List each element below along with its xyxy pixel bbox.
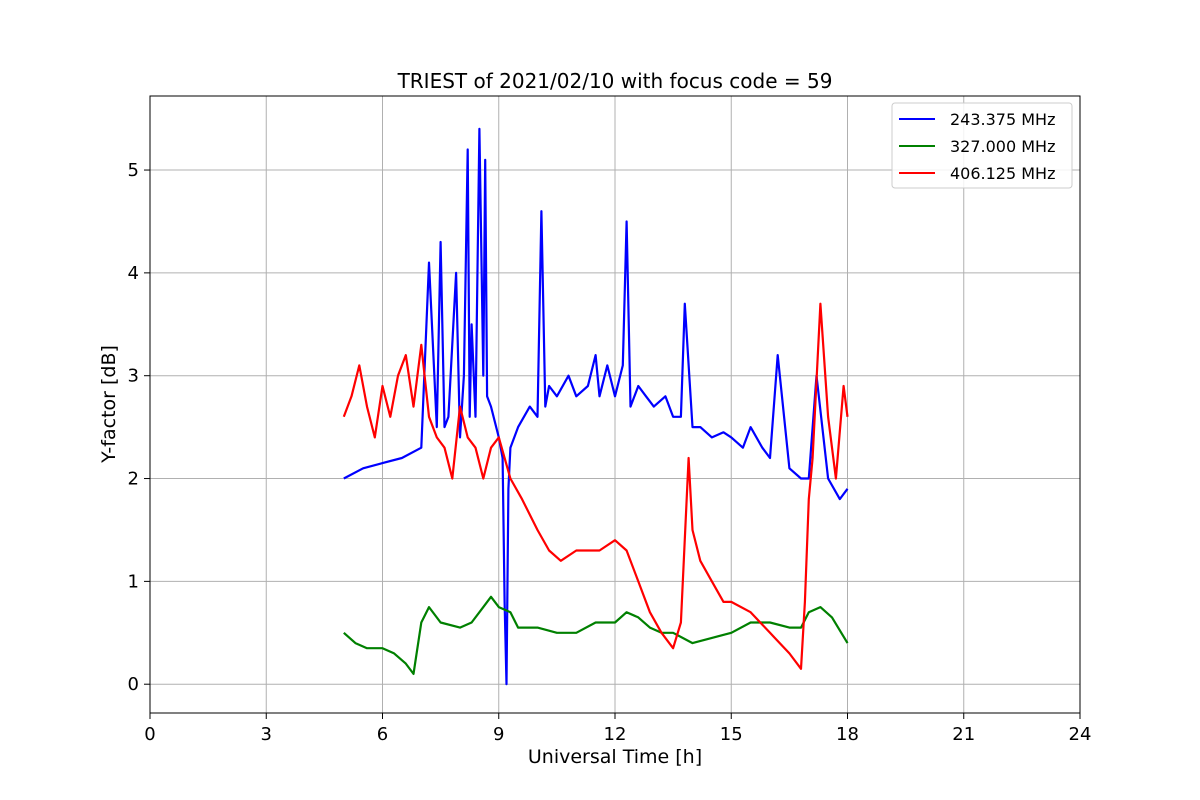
legend-label-2: 406.125 MHz	[950, 164, 1055, 183]
y-tick-label: 3	[128, 366, 139, 387]
legend-box	[891, 102, 1073, 189]
y-axis-label: Y-factor [dB]	[98, 345, 120, 464]
series-line-1	[343, 595, 849, 676]
y-tick-label: 5	[128, 160, 139, 181]
y-tick-label: 0	[128, 674, 139, 695]
x-tick-label: 3	[261, 724, 272, 745]
legend-label-1: 327.000 MHz	[950, 137, 1055, 156]
y-tick-label: 2	[128, 469, 139, 490]
x-axis-label: Universal Time [h]	[528, 746, 702, 768]
x-tick-label: 0	[144, 724, 155, 745]
x-tick-label: 9	[493, 724, 504, 745]
x-tick-label: 21	[952, 724, 975, 745]
series-line-2	[342, 302, 849, 670]
x-tick-label: 15	[720, 724, 743, 745]
y-tick-label: 1	[128, 571, 139, 592]
x-tick-label: 6	[377, 724, 388, 745]
series-line-0	[343, 127, 849, 686]
chart-title: TRIEST of 2021/02/10 with focus code = 5…	[397, 69, 833, 93]
y-tick-label: 4	[128, 263, 139, 284]
legend: 243.375 MHz 327.000 MHz 406.125 MHz	[891, 102, 1073, 189]
legend-label-0: 243.375 MHz	[950, 110, 1055, 129]
x-tick-label: 18	[836, 724, 859, 745]
series-layer	[342, 127, 849, 686]
x-tick-label: 24	[1069, 724, 1092, 745]
x-tick-label: 12	[604, 724, 627, 745]
